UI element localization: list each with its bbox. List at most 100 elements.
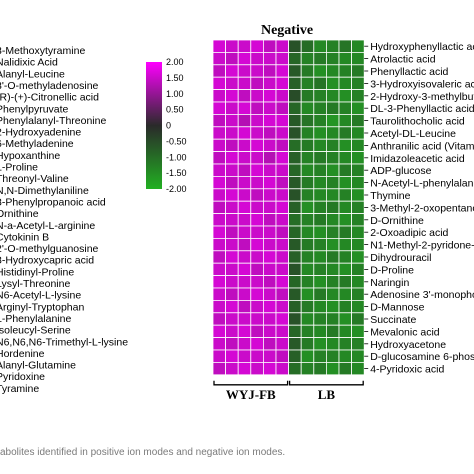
heatmap-cell xyxy=(212,337,227,351)
heatmap-cell xyxy=(237,200,252,214)
heatmap-cell xyxy=(262,312,277,326)
heatmap-cell xyxy=(225,361,239,376)
heatmap-cell xyxy=(237,175,252,190)
row-label: Mevalonic acid xyxy=(370,326,440,338)
row-label: N1-Methyl-2-pyridone-5-carboxamide xyxy=(370,240,474,252)
heatmap-cell xyxy=(237,262,252,277)
left-label: Isoleucyl-Serine xyxy=(0,325,71,337)
heatmap-cell xyxy=(275,275,290,289)
heatmap-cell xyxy=(275,114,290,128)
row-label: Taurolithocholic acid xyxy=(370,116,465,128)
heatmap-cell xyxy=(288,163,302,177)
colorbar-tick-label: 2.00 xyxy=(166,57,184,67)
heatmap-cell xyxy=(313,225,327,239)
heatmap-cell xyxy=(351,213,365,227)
heatmap-cell xyxy=(275,299,290,314)
heatmap-cell xyxy=(288,361,302,376)
row-label: Dihydrouracil xyxy=(370,252,431,264)
heatmap-cell xyxy=(212,361,227,376)
heatmap-cell xyxy=(212,324,227,339)
heatmap-cell xyxy=(275,39,290,53)
heatmap-cell xyxy=(275,138,290,152)
heatmap-cell xyxy=(250,299,264,314)
heatmap-cell xyxy=(212,287,227,301)
heatmap-cell xyxy=(212,237,227,252)
heatmap-cell xyxy=(262,163,277,177)
heatmap-cell xyxy=(275,151,290,165)
heatmap-cell xyxy=(225,324,239,339)
row-label: Thymine xyxy=(370,190,410,202)
heatmap-cell xyxy=(351,312,365,326)
heatmap-cell xyxy=(250,287,264,301)
heatmap-cell xyxy=(250,312,264,326)
heatmap-cell xyxy=(325,262,340,277)
heatmap-cell xyxy=(313,312,327,326)
heatmap-cell xyxy=(313,101,327,115)
heatmap-cell xyxy=(225,101,239,115)
heatmap-cell xyxy=(250,52,264,66)
heatmap-cell xyxy=(225,76,239,90)
heatmap-cell xyxy=(300,188,315,202)
heatmap-cell xyxy=(351,138,365,152)
heatmap-cell xyxy=(225,52,239,66)
heatmap-cell xyxy=(338,361,353,376)
heatmap-cell xyxy=(300,89,315,103)
heatmap-cell xyxy=(351,324,365,339)
colorbar-tick-label: -0.50 xyxy=(166,136,187,146)
left-label: 3-Phenylpropanoic acid xyxy=(0,196,106,208)
heatmap-cell xyxy=(250,262,264,277)
heatmap-cell xyxy=(300,337,315,351)
left-label: Histidinyl-Proline xyxy=(0,266,74,278)
left-label: 3-Methoxytyramine xyxy=(0,45,85,57)
heatmap-cell xyxy=(275,287,290,301)
heatmap-cell xyxy=(262,188,277,202)
heatmap-cell xyxy=(212,349,227,363)
heatmap-cell xyxy=(212,126,227,140)
heatmap-cell xyxy=(212,89,227,103)
heatmap-cell xyxy=(225,337,239,351)
heatmap-cell xyxy=(250,188,264,202)
row-label: N-Acetyl-L-phenylalanine xyxy=(370,178,474,190)
heatmap-cell xyxy=(275,163,290,177)
heatmap-cell xyxy=(250,213,264,227)
heatmap-cell xyxy=(300,200,315,214)
heatmap-cell xyxy=(250,250,264,264)
heatmap-cell xyxy=(225,225,239,239)
heatmap-cell xyxy=(250,175,264,190)
heatmap-cell xyxy=(338,349,353,363)
heatmap-cell xyxy=(288,138,302,152)
row-label: 2-Hydroxy-3-methylbutyric acid xyxy=(370,91,474,103)
heatmap-cell xyxy=(288,312,302,326)
heatmap-cell xyxy=(288,349,302,363)
heatmap-cell xyxy=(351,237,365,252)
heatmap-cell xyxy=(313,76,327,90)
heatmap-cell xyxy=(313,361,327,376)
heatmap-cell xyxy=(338,39,353,53)
heatmap-cell xyxy=(325,138,340,152)
heatmap-cell xyxy=(313,163,327,177)
heatmap-cell xyxy=(262,361,277,376)
heatmap-cell xyxy=(325,200,340,214)
heatmap-cell xyxy=(225,213,239,227)
heatmap-cell xyxy=(212,262,227,277)
heatmap-cell xyxy=(237,76,252,90)
colorbar-tick-label: -1.00 xyxy=(166,152,187,162)
colorbar-tick-label: 0.50 xyxy=(166,105,184,115)
heatmap-cell xyxy=(351,361,365,376)
left-label: N6-Acetyl-L-lysine xyxy=(0,290,81,302)
heatmap-cell xyxy=(250,76,264,90)
heatmap-cell xyxy=(300,101,315,115)
heatmap-cell xyxy=(288,299,302,314)
heatmap-cell xyxy=(325,52,340,66)
heatmap-cell xyxy=(300,126,315,140)
heatmap-cell xyxy=(351,262,365,277)
left-label: L-Phenylalanine xyxy=(0,313,71,325)
colorbar: 2.00 1.50 1.00 0.50 0 -0.50 -1.00 -1.50 -2.00 xyxy=(146,57,187,194)
heatmap-cell xyxy=(325,163,340,177)
heatmap-cell xyxy=(288,76,302,90)
heatmap-cell xyxy=(288,262,302,277)
heatmap-cell xyxy=(237,237,252,252)
heatmap-cell xyxy=(262,337,277,351)
row-label: Naringin xyxy=(370,277,409,289)
